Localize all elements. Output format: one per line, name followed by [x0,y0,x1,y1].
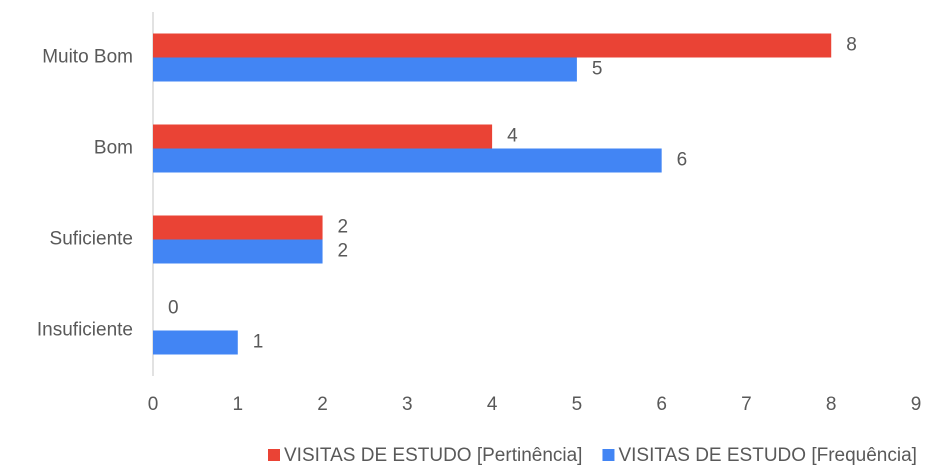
x-tick-label: 0 [148,394,159,415]
legend-label: VISITAS DE ESTUDO [Pertinência] [284,445,582,466]
x-tick-label: 6 [656,394,667,415]
x-tick-label: 4 [487,394,498,415]
data-label: 5 [592,59,603,80]
legend-label: VISITAS DE ESTUDO [Frequência] [618,445,916,466]
bar [153,148,662,173]
x-tick-label: 3 [402,394,413,415]
bar [153,215,323,240]
bar [153,33,832,58]
y-tick-label: Muito Bom [42,47,133,68]
bar [153,330,238,355]
data-label: 8 [846,35,857,56]
bar [153,239,323,264]
x-tick-label: 7 [741,394,752,415]
data-label: 4 [507,126,518,147]
bar [153,57,577,82]
data-label: 1 [253,332,264,353]
legend-swatch [602,449,615,461]
data-label: 2 [338,241,349,262]
y-tick-label: Bom [94,138,133,159]
data-label: 2 [338,217,349,238]
data-label: 6 [677,150,688,171]
y-tick-label: Insuficiente [37,320,133,341]
y-tick-label: Suficiente [50,229,133,250]
x-tick-label: 2 [317,394,328,415]
x-tick-label: 9 [911,394,922,415]
x-tick-label: 5 [572,394,583,415]
x-tick-label: 8 [826,394,837,415]
data-label: 0 [168,298,179,319]
x-tick-label: 1 [232,394,243,415]
legend-swatch [268,449,280,461]
bar [153,124,493,149]
